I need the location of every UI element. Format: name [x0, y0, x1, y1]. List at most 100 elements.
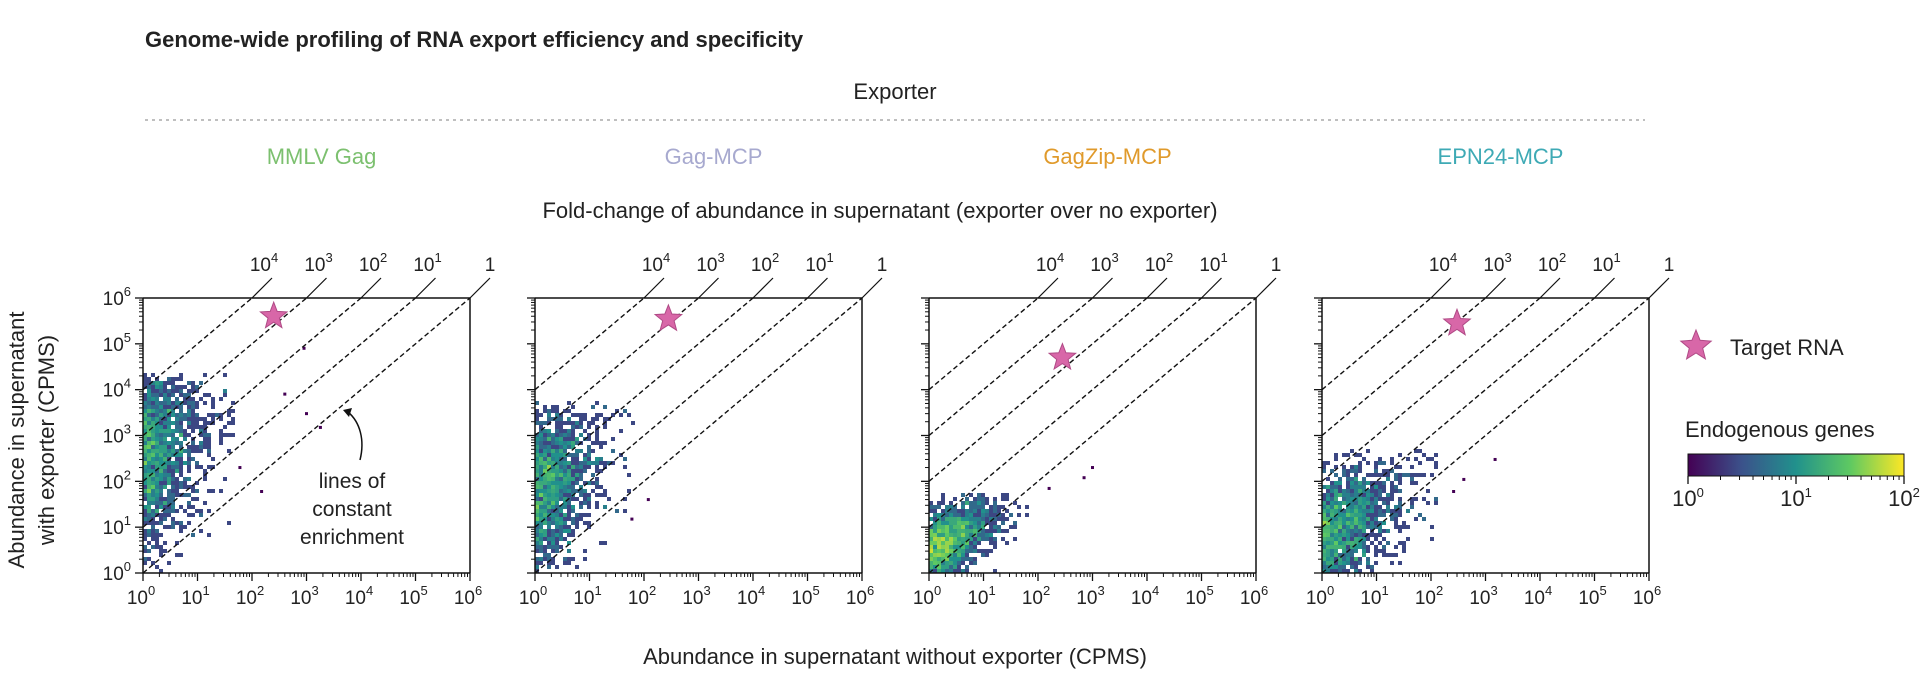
- density-bin: [1374, 485, 1378, 489]
- density-bin: [559, 493, 563, 497]
- density-bin: [1410, 477, 1414, 481]
- top-tick-3: [1092, 277, 1113, 299]
- density-bin: [953, 537, 957, 541]
- density-bin: [1334, 453, 1338, 457]
- density-bin: [151, 409, 155, 413]
- density-bin: [993, 537, 997, 541]
- annotation-line-0: lines of: [319, 470, 386, 493]
- density-bin: [143, 437, 147, 441]
- density-bin: [547, 457, 551, 461]
- density-bin: [571, 405, 575, 409]
- density-bin: [175, 541, 179, 545]
- density-bin: [539, 493, 543, 497]
- density-bin: [1354, 557, 1358, 561]
- density-bin: [1366, 521, 1370, 525]
- exporter-header: Exporter: [853, 79, 936, 104]
- density-bin: [203, 441, 207, 445]
- density-bin: [1434, 461, 1438, 465]
- top-tick-label: 103: [304, 250, 332, 276]
- density-bin: [961, 561, 965, 565]
- density-bin: [989, 521, 993, 525]
- density-bin: [1326, 517, 1330, 521]
- density-bin: [989, 533, 993, 537]
- density-bin: [143, 449, 147, 453]
- density-bin: [587, 465, 591, 469]
- density-bin: [143, 441, 147, 445]
- density-bin: [539, 561, 543, 565]
- density-bin: [599, 469, 603, 473]
- density-bin: [1386, 493, 1390, 497]
- density-bin: [151, 561, 155, 565]
- density-bin: [203, 401, 207, 405]
- density-bin: [567, 409, 571, 413]
- density-bin: [547, 545, 551, 549]
- density-bin: [953, 553, 957, 557]
- density-bin: [151, 373, 155, 377]
- density-bin: [535, 529, 539, 533]
- density-bin: [159, 477, 163, 481]
- density-bin: [1338, 541, 1342, 545]
- density-bin: [1350, 477, 1354, 481]
- density-bin: [163, 401, 167, 405]
- density-bin: [187, 493, 191, 497]
- density-bin: [1402, 525, 1406, 529]
- density-bin: [559, 417, 563, 421]
- density-bin: [933, 557, 937, 561]
- density-bin: [563, 421, 567, 425]
- density-bin: [575, 437, 579, 441]
- density-bin: [1005, 529, 1009, 533]
- density-bin: [539, 529, 543, 533]
- density-bin: [1366, 545, 1370, 549]
- density-bin: [155, 445, 159, 449]
- density-bin: [571, 473, 575, 477]
- density-bin: [163, 525, 167, 529]
- density-bin: [969, 525, 973, 529]
- density-bin: [159, 493, 163, 497]
- density-bin: [211, 457, 215, 461]
- density-bin: [973, 521, 977, 525]
- density-bin: [143, 405, 147, 409]
- density-bin: [155, 537, 159, 541]
- density-bin: [547, 565, 551, 569]
- density-bin: [551, 477, 555, 481]
- density-bin: [973, 529, 977, 533]
- density-bin: [555, 477, 559, 481]
- density-bin: [1390, 509, 1394, 513]
- density-bin: [143, 537, 147, 541]
- density-bin: [555, 541, 559, 545]
- density-bin: [1390, 553, 1394, 557]
- density-bin: [159, 485, 163, 489]
- density-bin: [187, 469, 191, 473]
- density-bin: [1366, 561, 1370, 565]
- density-bin: [1334, 533, 1338, 537]
- density-bin: [191, 449, 195, 453]
- density-bin: [223, 425, 227, 429]
- density-bin: [571, 481, 575, 485]
- density-bin: [191, 485, 195, 489]
- density-bin: [555, 433, 559, 437]
- density-bin: [1358, 537, 1362, 541]
- density-bin: [147, 433, 151, 437]
- density-bin: [1370, 501, 1374, 505]
- density-bin: [163, 541, 167, 545]
- density-bin: [543, 549, 547, 553]
- density-bin: [583, 497, 587, 501]
- density-bin: [551, 561, 555, 565]
- density-bin: [195, 413, 199, 417]
- density-bin: [623, 497, 627, 501]
- density-bin: [199, 433, 203, 437]
- density-bin: [543, 433, 547, 437]
- density-bin: [147, 385, 151, 389]
- density-bin: [547, 525, 551, 529]
- density-bin: [535, 421, 539, 425]
- density-bin: [587, 501, 591, 505]
- density-bin: [571, 461, 575, 465]
- density-bin: [183, 449, 187, 453]
- density-bin: [547, 485, 551, 489]
- density-bin: [167, 461, 171, 465]
- density-bin: [1366, 513, 1370, 517]
- density-bin: [219, 417, 223, 421]
- density-bin: [965, 501, 969, 505]
- density-bin: [543, 461, 547, 465]
- density-bin: [203, 393, 207, 397]
